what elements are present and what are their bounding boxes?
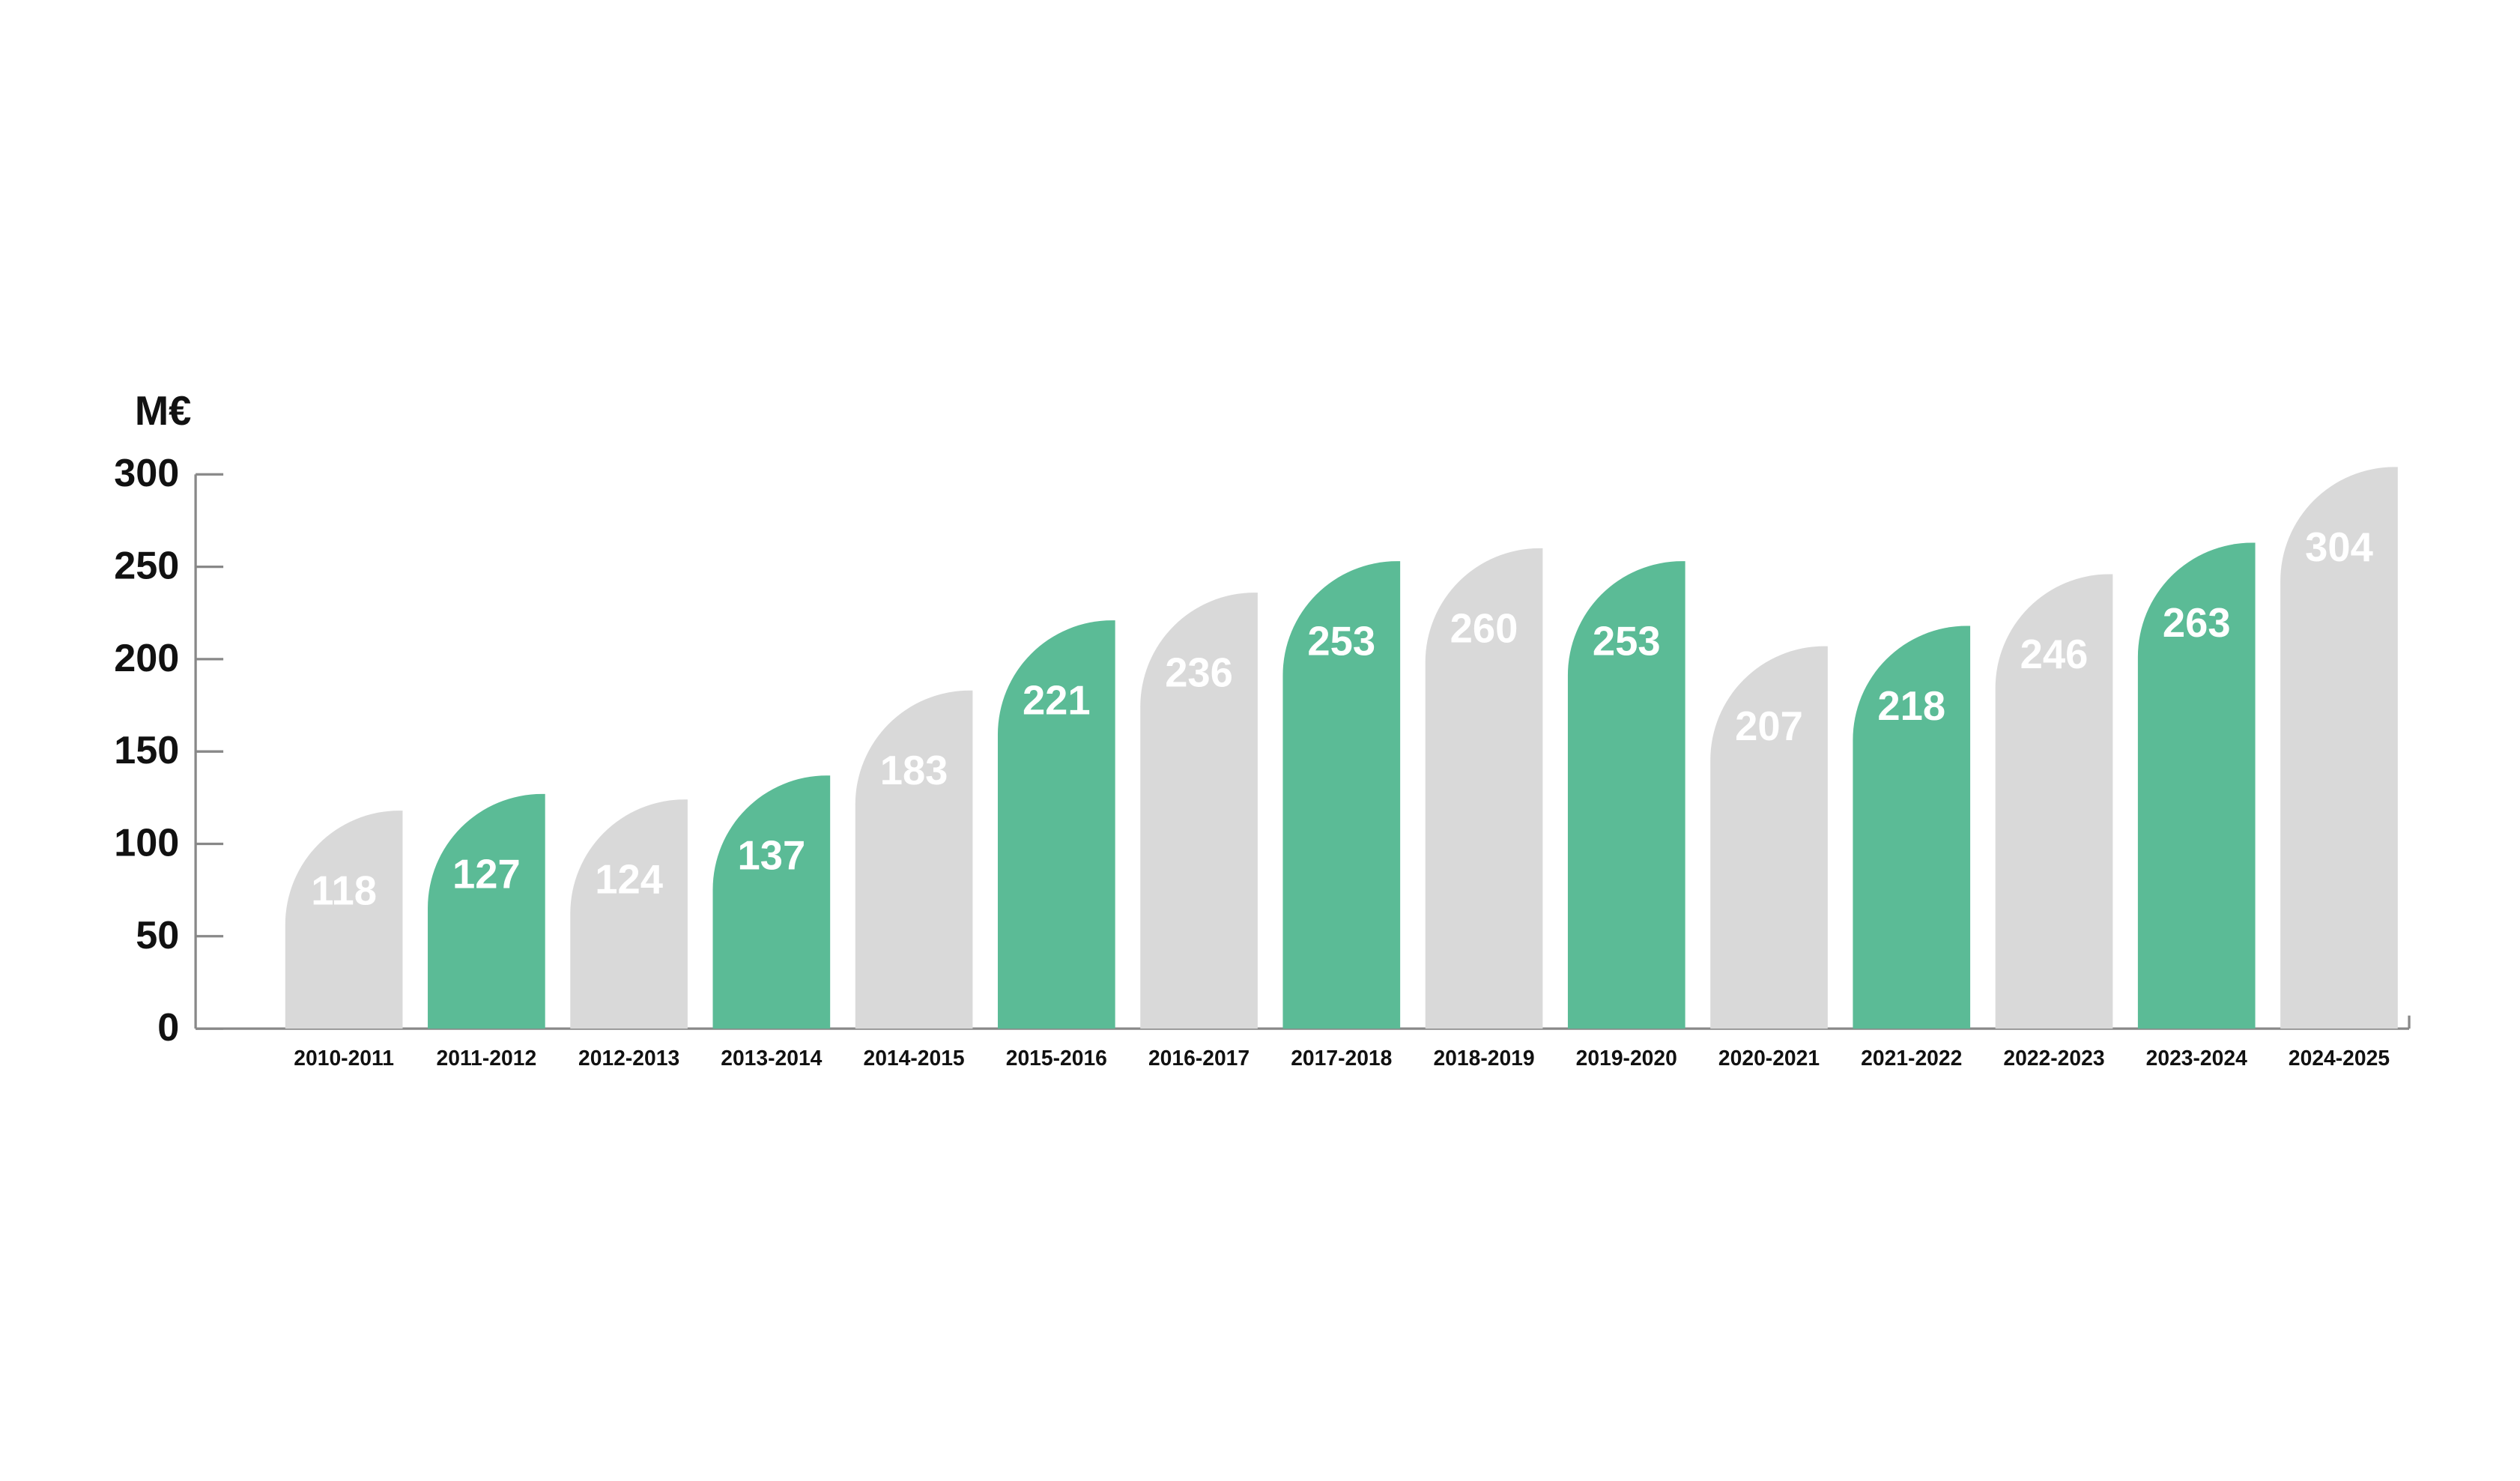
- x-tick-label: 2010-2011: [294, 1046, 394, 1070]
- bar: [2137, 542, 2256, 1029]
- value-label: 236: [1165, 649, 1233, 695]
- bar: [1995, 574, 2113, 1029]
- bar: [1140, 593, 1258, 1029]
- x-tick-label: 2015-2016: [1006, 1046, 1107, 1070]
- value-label: 207: [1735, 703, 1803, 749]
- y-tick-label: 300: [114, 452, 179, 495]
- x-tick-label: 2020-2021: [1718, 1046, 1820, 1070]
- bar: [855, 690, 973, 1029]
- value-label: 118: [311, 867, 377, 913]
- value-label: 263: [2163, 600, 2231, 646]
- bar: [1425, 548, 1543, 1029]
- x-tick-label: 2023-2024: [2146, 1046, 2247, 1070]
- value-label: 246: [2020, 632, 2089, 677]
- value-label: 304: [2305, 524, 2373, 570]
- bar: [712, 775, 831, 1029]
- y-tick-label: 50: [136, 914, 179, 957]
- bar: [570, 799, 688, 1029]
- x-tick-label: 2014-2015: [863, 1046, 964, 1070]
- bar: [997, 620, 1115, 1029]
- bar: [1282, 561, 1401, 1029]
- y-tick-label: 200: [114, 637, 179, 680]
- y-tick-label: 0: [157, 1006, 179, 1050]
- y-axis-label: M€: [135, 388, 192, 434]
- value-label: 260: [1450, 605, 1518, 651]
- bar: [2280, 467, 2398, 1029]
- x-tick-label: 2013-2014: [721, 1046, 822, 1070]
- value-label: 221: [1023, 677, 1091, 723]
- value-label: 127: [452, 851, 521, 897]
- x-tick-label: 2018-2019: [1433, 1046, 1534, 1070]
- x-tick-label: 2017-2018: [1291, 1046, 1392, 1070]
- x-tick-label: 2011-2012: [437, 1046, 537, 1070]
- bar: [1853, 626, 1971, 1029]
- value-label: 124: [595, 857, 663, 903]
- value-label: 253: [1307, 619, 1375, 664]
- x-tick-label: 2019-2020: [1576, 1046, 1677, 1070]
- x-tick-label: 2016-2017: [1148, 1046, 1250, 1070]
- y-tick-label: 250: [114, 545, 179, 588]
- value-label: 137: [737, 833, 805, 879]
- bar: [1710, 646, 1828, 1029]
- x-tick-label: 2021-2022: [1861, 1046, 1962, 1070]
- value-label: 218: [1877, 683, 1945, 729]
- bar: [285, 811, 403, 1029]
- x-tick-label: 2024-2025: [2289, 1046, 2390, 1070]
- x-tick-label: 2022-2023: [2003, 1046, 2104, 1070]
- bar: [428, 793, 545, 1029]
- x-tick-label: 2012-2013: [578, 1046, 679, 1070]
- y-tick-label: 150: [114, 729, 179, 772]
- y-tick-label: 100: [114, 821, 179, 864]
- value-label: 183: [880, 748, 948, 793]
- bar: [1567, 561, 1685, 1029]
- value-label: 253: [1593, 619, 1661, 664]
